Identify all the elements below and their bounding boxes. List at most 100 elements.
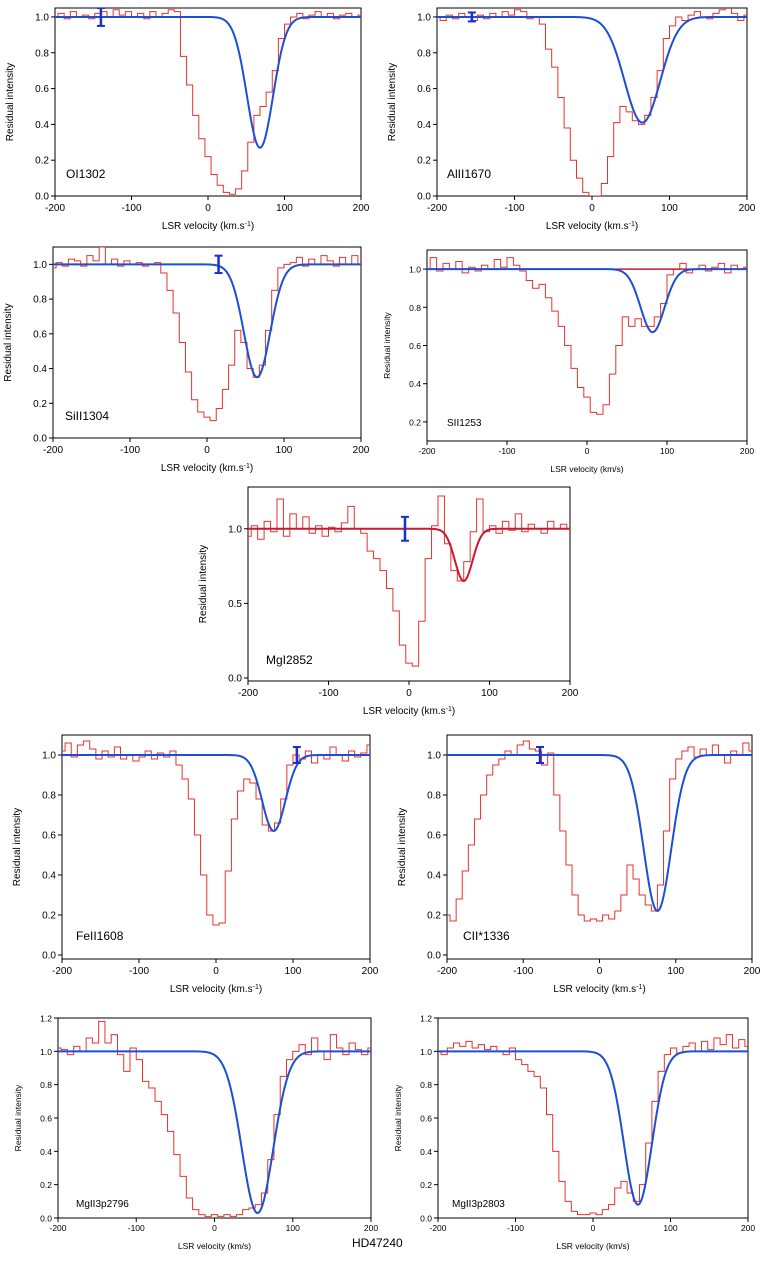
y-tick-label: 0.4 (35, 120, 49, 131)
y-tick-label: 0.2 (35, 156, 49, 167)
y-axis-label: Residual intensity (13, 1084, 23, 1151)
x-tick-label: -100 (121, 203, 141, 214)
y-tick-label: 0.2 (420, 1180, 432, 1190)
x-tick-label: -200 (43, 445, 63, 456)
error-bar (400, 515, 409, 542)
y-tick-label: 0.0 (35, 192, 49, 203)
series-observed-spectrum (437, 8, 747, 196)
y-tick-label: 0.0 (40, 1214, 52, 1224)
x-tick-label: 0 (585, 446, 590, 456)
series-observed-spectrum (427, 257, 747, 415)
x-tick-label: -100 (128, 1223, 145, 1233)
x-tick-label: -100 (318, 688, 338, 699)
y-tick-label: 0.4 (427, 871, 441, 882)
panel-cii-1336: -200 -100 0 100 200 0.0 0.2 0.4 0.6 0.8 1.0 LSR vel… (397, 734, 761, 996)
y-tick-label: 0.6 (33, 329, 47, 340)
error-bar (536, 746, 545, 764)
y-tick-label: 0.0 (42, 951, 56, 962)
plot-frame (426, 249, 748, 442)
y-tick-label: 0.0 (417, 192, 431, 203)
series-observed-spectrum (447, 740, 752, 922)
x-tick-label: 200 (741, 1223, 755, 1233)
y-axis-label: Residual intensity (382, 311, 392, 378)
y-tick-label: 0.6 (42, 831, 56, 842)
y-tick-label: 0.5 (228, 599, 242, 610)
ion-label: SiII1304 (65, 409, 109, 423)
y-tick-label: 0.6 (409, 341, 421, 351)
panel-mgii3p2796: -200 -100 0 100 200 0.0 0.2 0.4 0.6 0.8 1.0 1.2 LSR … (13, 1014, 378, 1252)
ion-label: CII*1336 (463, 929, 510, 943)
series-model-fit (55, 15, 361, 149)
y-tick-label: 0.6 (35, 84, 49, 95)
x-tick-label: -100 (507, 1223, 524, 1233)
plot-area (53, 247, 361, 422)
y-tick-label: 1.2 (420, 1014, 432, 1024)
plot-area (438, 1034, 748, 1216)
x-tick-label: 0 (406, 688, 412, 699)
plot-area (437, 8, 747, 196)
plot-area (58, 1020, 371, 1217)
x-tick-label: 200 (362, 966, 379, 977)
y-tick-label: 0.6 (40, 1114, 52, 1124)
y-tick-label: 0.0 (427, 951, 441, 962)
y-axis-label: Residual intensity (5, 63, 16, 141)
x-tick-label: 0 (212, 1223, 217, 1233)
series-observed-spectrum (62, 740, 370, 926)
y-tick-label: 0.4 (33, 364, 47, 375)
y-tick-label: 1.0 (409, 265, 421, 275)
series-model-fit (248, 527, 570, 583)
y-tick-label: 1.2 (40, 1014, 52, 1024)
y-tick-label: 0.4 (40, 1147, 52, 1157)
y-tick-label: 0.2 (427, 911, 441, 922)
x-tick-label: -100 (498, 446, 515, 456)
x-axis-label: LSR velocity (km.s-1) (170, 984, 262, 996)
ion-label: OI1302 (66, 167, 106, 181)
x-tick-label: 0 (205, 203, 211, 214)
series-model-fit (58, 1050, 371, 1215)
y-tick-label: 0.8 (33, 295, 47, 306)
y-tick-label: 1.0 (40, 1047, 52, 1057)
y-tick-label: 0.2 (33, 399, 47, 410)
y-tick-label: 1.0 (417, 12, 431, 23)
y-tick-label: 0.6 (420, 1114, 432, 1124)
x-tick-label: -200 (429, 1223, 446, 1233)
x-tick-label: -200 (45, 203, 65, 214)
ion-label: MgII3p2803 (452, 1199, 505, 1210)
x-tick-label: 100 (661, 203, 678, 214)
panel-oi1302: -200 -100 0 100 200 0.0 0.2 0.4 0.6 0.8 1.0 LSR vel… (5, 7, 370, 233)
y-tick-label: 0.2 (42, 911, 56, 922)
panel-mgi2852: -200 -100 0 100 200 0.0 0.5 1.0 LSR velocity (km… (198, 486, 579, 717)
plot-area (62, 740, 370, 926)
x-tick-label: 0 (591, 1223, 596, 1233)
series-model-fit (53, 263, 361, 379)
y-axis-label: Residual intensity (387, 63, 398, 141)
y-tick-label: 1.0 (33, 260, 47, 271)
x-tick-label: -100 (504, 203, 524, 214)
x-tick-label: -200 (427, 203, 447, 214)
x-tick-label: 0 (213, 966, 219, 977)
y-tick-label: 0.8 (420, 1080, 432, 1090)
plot-area (55, 8, 361, 195)
x-tick-label: 200 (562, 688, 579, 699)
x-tick-label: -200 (238, 688, 258, 699)
series-model-fit (438, 1050, 748, 1206)
y-tick-label: 1.0 (228, 524, 242, 535)
ion-label: AlII1670 (447, 167, 491, 181)
x-tick-label: 100 (481, 688, 498, 699)
series-model-fit (427, 268, 747, 334)
x-tick-label: 100 (285, 966, 302, 977)
error-bar (292, 746, 301, 764)
x-tick-label: -100 (129, 966, 149, 977)
error-bar (467, 11, 476, 23)
x-axis-label: LSR velocity (km.s-1) (162, 221, 254, 233)
figure-caption: HD47240 (352, 1236, 403, 1250)
error-bar (96, 8, 105, 27)
y-axis-label: Residual intensity (12, 808, 23, 886)
x-tick-label: 100 (286, 1223, 300, 1233)
x-tick-label: 100 (276, 445, 293, 456)
x-axis-label: LSR velocity (km.s-1) (553, 984, 645, 996)
x-tick-label: 200 (353, 445, 370, 456)
x-tick-label: 100 (663, 1223, 677, 1233)
y-tick-label: 0.2 (417, 156, 431, 167)
